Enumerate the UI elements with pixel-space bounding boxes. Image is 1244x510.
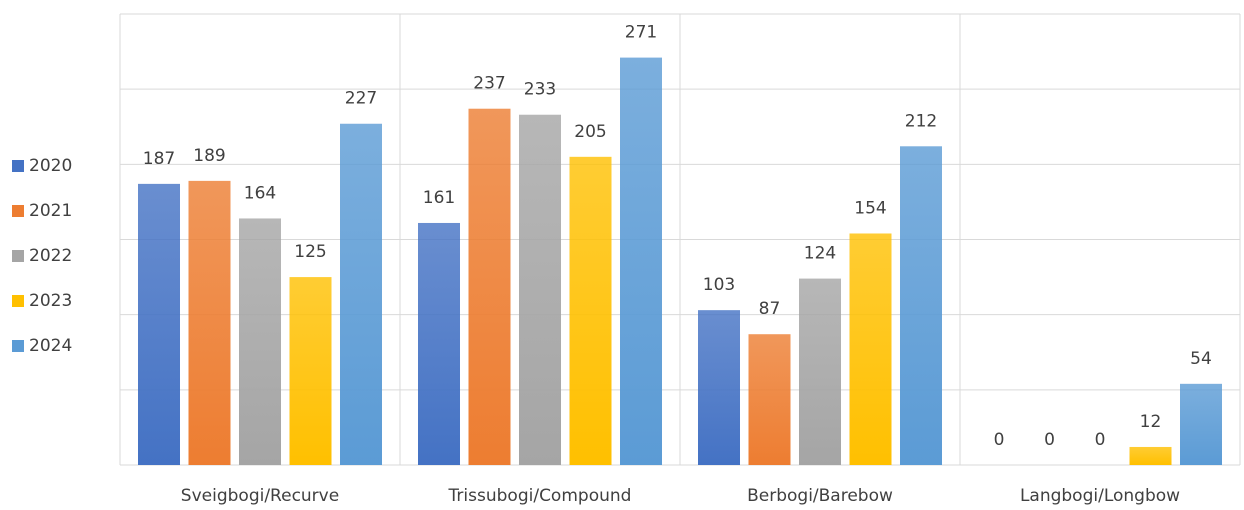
bar: [799, 278, 841, 465]
bar: [1180, 383, 1222, 465]
legend-swatch: [12, 250, 24, 262]
bar: [569, 156, 612, 466]
data-label: 154: [854, 198, 886, 218]
data-label: 125: [294, 242, 326, 262]
bar: [418, 222, 460, 465]
bar: [900, 146, 942, 465]
bar: [340, 123, 382, 465]
x-tick-label: Langbogi/Longbow: [1020, 486, 1180, 506]
data-label: 0: [994, 430, 1005, 450]
legend-swatch: [12, 295, 24, 307]
data-label: 0: [1044, 430, 1055, 450]
data-label: 271: [625, 23, 657, 43]
legend-swatch: [12, 205, 24, 217]
bar: [468, 108, 511, 466]
data-label: 54: [1190, 349, 1212, 369]
bar: [239, 218, 281, 465]
legend-label: 2021: [29, 201, 72, 221]
data-label: 164: [244, 183, 276, 203]
legend-label: 2023: [29, 291, 72, 311]
legend-swatch: [12, 340, 24, 352]
data-label: 161: [423, 188, 455, 208]
x-tick-label: Sveigbogi/Recurve: [181, 486, 339, 506]
data-label: 212: [905, 111, 937, 131]
bar: [188, 180, 231, 465]
legend-label: 2024: [29, 336, 72, 356]
data-label: 12: [1140, 412, 1162, 432]
bar: [519, 114, 561, 466]
legend-swatch: [12, 160, 24, 172]
data-label: 124: [804, 244, 836, 264]
bar: [138, 183, 180, 466]
data-label: 237: [473, 74, 505, 94]
data-label: 187: [143, 149, 175, 169]
data-label: 87: [759, 299, 781, 319]
x-tick-label: Trissubogi/Compound: [448, 486, 632, 506]
bar: [289, 277, 332, 465]
legend-label: 2022: [29, 246, 72, 266]
data-label: 205: [574, 122, 606, 142]
legend-label: 2020: [29, 156, 72, 176]
bar: [620, 57, 662, 465]
bar: [698, 310, 740, 465]
bar: [1129, 446, 1172, 465]
bar: [849, 233, 892, 465]
bar: [748, 334, 791, 465]
data-label: 103: [703, 275, 735, 295]
data-label: 189: [193, 146, 225, 166]
data-label: 233: [524, 80, 556, 100]
data-label: 227: [345, 89, 377, 109]
data-label: 0: [1095, 430, 1106, 450]
x-tick-label: Berbogi/Barebow: [747, 486, 893, 506]
